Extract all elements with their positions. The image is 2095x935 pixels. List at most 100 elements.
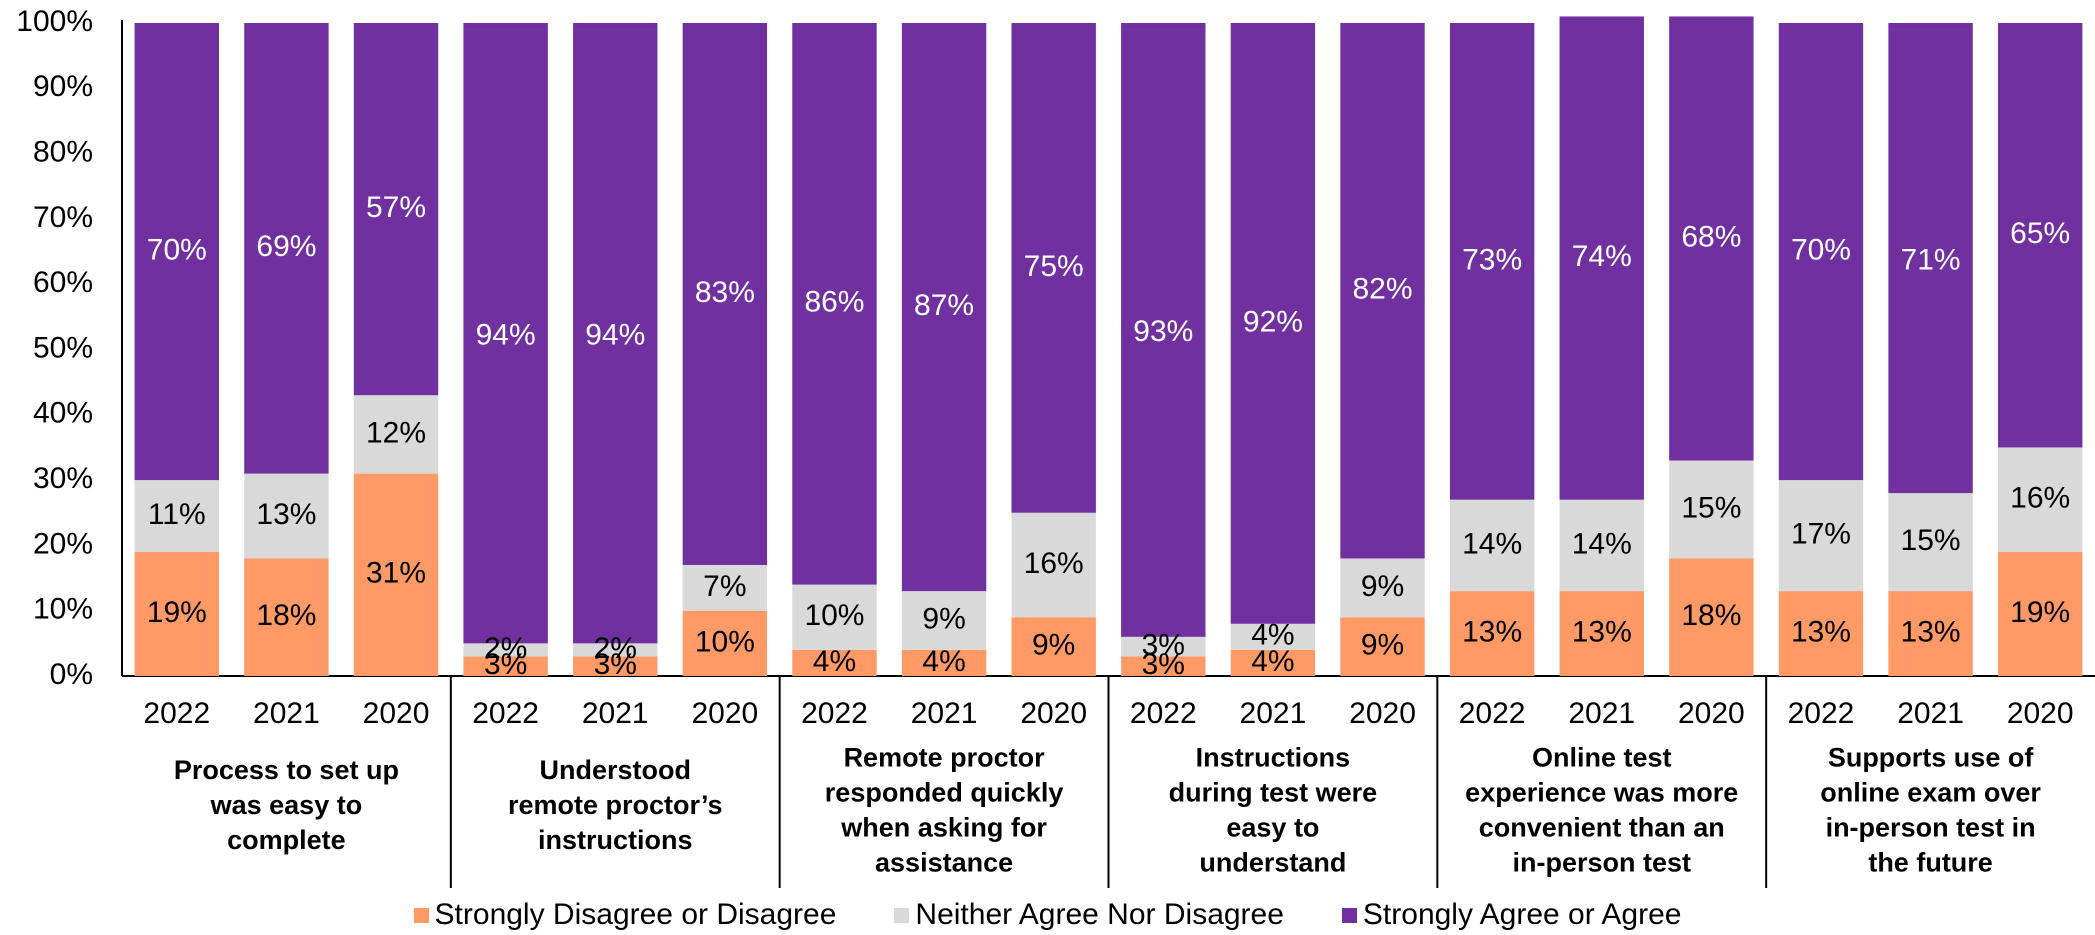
y-tick-label: 10%: [33, 593, 93, 626]
data-label-disagree: 4%: [813, 645, 856, 678]
data-label-agree: 71%: [1901, 243, 1961, 276]
data-label-neither: 11%: [148, 498, 206, 531]
y-tick-label: 30%: [33, 462, 93, 495]
category-label: experience was more: [1465, 778, 1738, 808]
category-label: instructions: [538, 825, 693, 855]
legend-item-neither: Neither Agree Nor Disagree: [894, 898, 1284, 932]
bar-segment-disagree: [1449, 591, 1535, 676]
data-label-disagree: 19%: [2010, 596, 2070, 629]
x-tick-label-year: 2020: [1349, 697, 1416, 730]
x-tick-label-year: 2022: [1130, 697, 1197, 730]
data-label-agree: 94%: [476, 318, 536, 351]
x-tick-label-year: 2021: [582, 697, 649, 730]
data-label-neither: 15%: [1681, 491, 1741, 524]
bar-segment-disagree: [244, 558, 329, 676]
bar-segment-disagree: [1121, 656, 1206, 676]
data-label-agree: 87%: [914, 289, 974, 322]
x-tick-label-year: 2021: [1568, 697, 1635, 730]
category-label: in-person test in: [1826, 813, 2036, 843]
stacked-bar-chart: 0% 10% 20% 30% 40% 50% 60% 70% 80% 90% 100% 19% 11% 7…: [16, 5, 2095, 888]
bar-segment-agree: [463, 29, 548, 644]
legend-swatch-disagree: [413, 907, 429, 923]
bar-segment-disagree: [1559, 591, 1644, 676]
data-label-agree: 94%: [585, 318, 645, 351]
data-label-neither: 9%: [1361, 570, 1404, 603]
x-tick-label-year: 2022: [1788, 697, 1855, 730]
data-label-neither: 13%: [256, 498, 316, 531]
bar-segment-neither: [353, 395, 439, 474]
x-tick-label-year: 2020: [1678, 697, 1745, 730]
x-tick-label-year: 2021: [253, 697, 320, 730]
category-label: Instructions: [1196, 743, 1351, 773]
bar-segment-disagree: [134, 551, 220, 676]
legend-label-neither: Neither Agree Nor Disagree: [915, 898, 1284, 931]
category-label: convenient than an: [1479, 813, 1725, 843]
data-label-neither: 14%: [1572, 527, 1632, 560]
bar-segment-disagree: [463, 656, 548, 676]
bar-segment-disagree: [901, 649, 987, 676]
bar-segment-agree: [901, 23, 987, 592]
x-tick-label-year: 2022: [472, 697, 539, 730]
data-label-disagree: 13%: [1901, 615, 1961, 648]
category-label: responded quickly: [825, 778, 1064, 808]
y-tick-label: 80%: [33, 136, 93, 169]
bar-segment-agree: [682, 23, 768, 565]
data-label-neither: 15%: [1901, 524, 1961, 557]
data-label-agree: 68%: [1681, 220, 1741, 253]
category-label: during test were: [1169, 778, 1378, 808]
bar-segment-agree: [792, 23, 877, 585]
data-label-agree: 70%: [1791, 233, 1851, 266]
data-label-agree: 69%: [256, 230, 316, 263]
category-label: in-person test: [1512, 848, 1691, 878]
x-tick-label-year: 2020: [2007, 697, 2074, 730]
bar-segment-neither: [463, 643, 548, 657]
category-label: the future: [1868, 848, 1993, 878]
bar-segment-neither: [244, 473, 329, 559]
x-tick-label-year: 2021: [1897, 697, 1964, 730]
category-label: understand: [1199, 848, 1346, 878]
bar-segment-neither: [1121, 636, 1206, 657]
bar-segment-agree: [1340, 23, 1425, 559]
bar-segment-agree: [1121, 29, 1206, 637]
legend-label-disagree: Strongly Disagree or Disagree: [434, 898, 837, 931]
data-label-disagree: 18%: [256, 599, 316, 632]
bar-segment-agree-remainder: [1888, 23, 1973, 30]
data-label-neither: 17%: [1791, 518, 1851, 551]
data-label-neither: 2%: [594, 632, 637, 665]
category-label: when asking for: [840, 813, 1047, 843]
bar-segment-disagree: [682, 610, 768, 676]
bar-segment-agree: [1559, 16, 1644, 500]
y-tick-label: 100%: [16, 5, 93, 38]
bar-segment-agree-remainder: [463, 23, 548, 30]
bar-segment-neither: [682, 564, 768, 611]
y-tick-label: 70%: [33, 201, 93, 234]
category-label: was easy to: [210, 790, 363, 820]
x-tick-label-year: 2020: [363, 697, 430, 730]
data-label-agree: 65%: [2010, 217, 2070, 250]
bar-segment-disagree: [1997, 551, 2083, 676]
bar-segment-agree: [1011, 23, 1096, 513]
data-label-neither: 10%: [804, 599, 864, 632]
bar-segment-neither: [1778, 480, 1864, 592]
bar-segment-agree: [1669, 16, 1754, 461]
bar-segment-agree: [353, 23, 439, 396]
bar-segment-neither: [792, 584, 877, 650]
bar-segment-disagree: [1011, 617, 1096, 676]
data-label-agree: 57%: [366, 191, 426, 224]
bar-segment-disagree: [573, 656, 658, 676]
bar-segment-neither: [1669, 460, 1754, 559]
bar-segment-disagree: [1888, 591, 1973, 676]
data-label-disagree: 10%: [695, 625, 755, 658]
bar-segment-neither: [573, 643, 658, 657]
data-label-disagree: 9%: [1032, 629, 1075, 662]
data-label-agree: 83%: [695, 276, 755, 309]
x-tick-label-year: 2021: [1240, 697, 1307, 730]
data-label-neither: 2%: [484, 632, 527, 665]
y-tick-label: 90%: [33, 70, 93, 103]
bar-segment-agree: [1449, 23, 1535, 500]
legend-swatch-agree: [1341, 907, 1357, 923]
bar-segment-disagree: [1778, 591, 1864, 676]
y-tick-label: 20%: [33, 527, 93, 560]
data-label-disagree: 19%: [147, 596, 207, 629]
bar-segment-neither: [1230, 623, 1316, 650]
